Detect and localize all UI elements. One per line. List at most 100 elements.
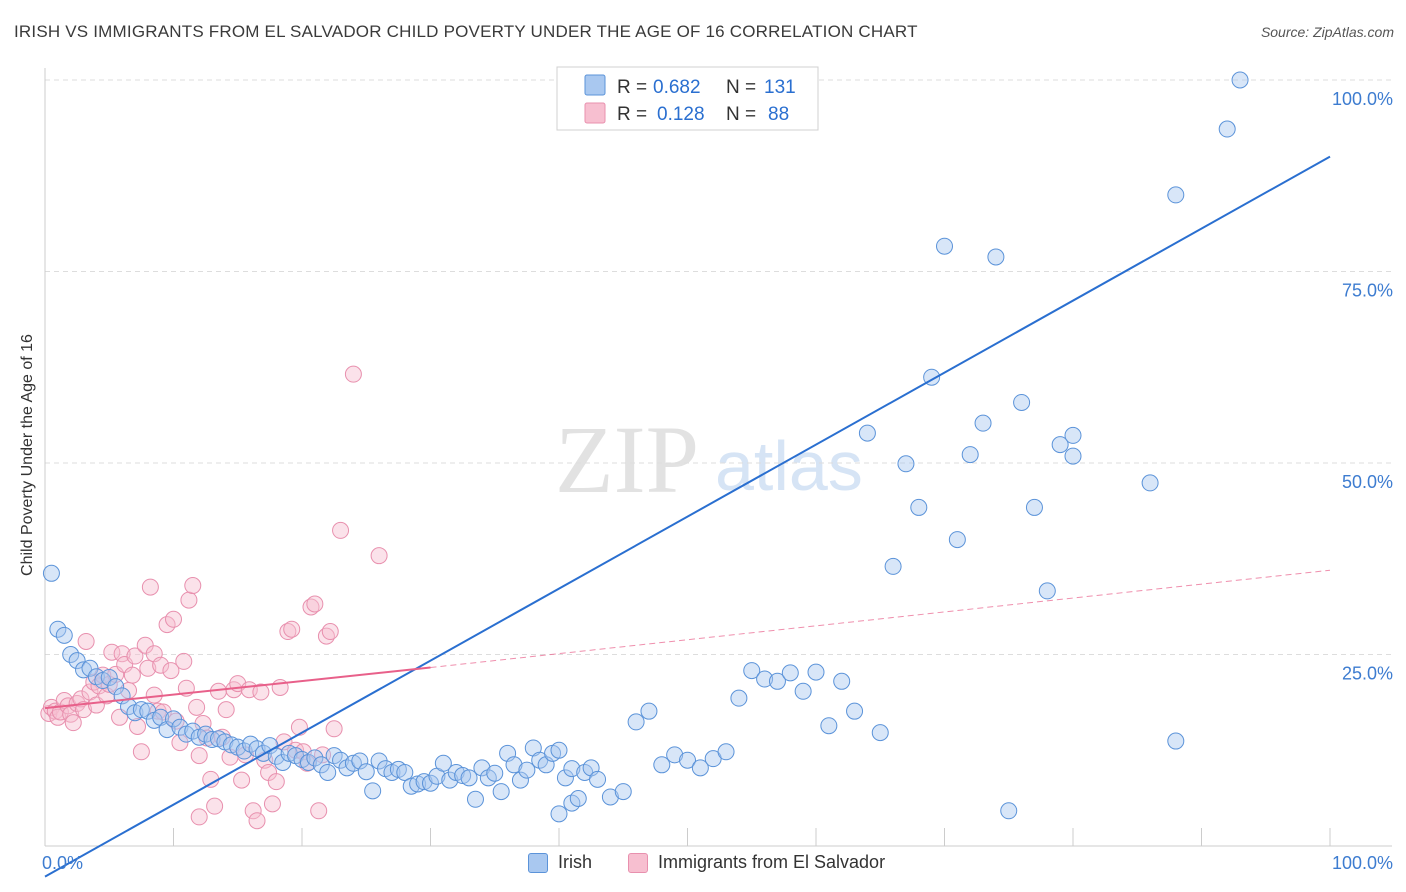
salvador-point-71 (283, 620, 301, 638)
irish-point-100 (756, 670, 774, 688)
irish-point-84 (569, 790, 587, 808)
irish-point-117 (974, 414, 992, 432)
irish-point-93 (666, 746, 684, 764)
salvador-point-54 (217, 701, 235, 719)
irish-point-56 (402, 777, 420, 795)
salvador-point-32 (141, 578, 159, 596)
salvador-point-62 (248, 812, 266, 830)
irish-point-89 (614, 783, 632, 801)
salvador-point-86 (190, 808, 208, 826)
y-tick-label-100: 100.0% (1332, 89, 1393, 109)
irish-point-43 (319, 763, 337, 781)
salvador-point-66 (263, 795, 281, 813)
legend-item-irish: Irish (528, 852, 592, 873)
irish-point-22 (184, 722, 202, 740)
legend-salv-r-value: 0.128 (657, 104, 705, 125)
salvador-point-31 (139, 659, 157, 677)
irish-point-3 (62, 646, 80, 663)
irish-point-6 (81, 659, 99, 677)
salvador-point-44 (180, 591, 198, 609)
salvador-point-38 (162, 662, 180, 680)
axes (44, 68, 1392, 847)
irish-point-82 (550, 805, 568, 823)
y-tick-label-25: 25.0% (1342, 664, 1393, 684)
irish-point-128 (1167, 186, 1185, 204)
legend-salv-n-value: 88 (768, 104, 789, 125)
salvador-point-63 (252, 683, 270, 701)
irish-point-90 (627, 713, 645, 731)
salvador-point-81 (321, 623, 339, 641)
salvador-point-82 (325, 720, 343, 738)
salvador-point-42 (175, 652, 193, 670)
irish-point-80 (556, 769, 574, 787)
irish-point-69 (486, 764, 504, 782)
irish-point-19 (165, 710, 182, 728)
salvador-point-29 (132, 743, 150, 761)
irish-point-2 (55, 626, 73, 644)
irish-point-127 (1167, 732, 1185, 750)
salvador-point-78 (310, 802, 328, 820)
salvador-point-27 (126, 647, 144, 665)
y-tick-label-75: 75.0% (1342, 281, 1393, 301)
irish-point-107 (846, 702, 864, 720)
legend-top: R = 0.682 N = 131 R = 0.128 N = 88 (556, 66, 819, 131)
trend-lines (44, 155, 1331, 878)
irish-point-81 (563, 760, 581, 778)
legend-item-salv: Immigrants from El Salvador (628, 852, 885, 873)
irish-point-57 (409, 775, 427, 793)
legend-irish-label: Irish (558, 852, 593, 872)
irish-point-125 (1064, 447, 1082, 465)
irish-point-72 (505, 756, 523, 774)
salvador-point-67 (267, 773, 285, 791)
irish-point-74 (518, 761, 536, 779)
irish-point-121 (1025, 498, 1043, 516)
salvador-trend-line (44, 666, 431, 710)
irish-point-4 (68, 652, 86, 670)
irish-point-9 (100, 668, 118, 686)
salvador-point-77 (306, 595, 324, 613)
irish-point-115 (948, 531, 966, 549)
salvador-point-28 (129, 718, 147, 736)
legend-irish-marker (528, 852, 548, 873)
legend-irish-swatch (584, 74, 606, 96)
irish-point-95 (691, 759, 709, 777)
salvador-point-41 (171, 734, 189, 752)
legend-salv-swatch (584, 102, 606, 124)
irish-point-108 (858, 424, 876, 442)
salvador-point-85 (370, 547, 388, 565)
legend-irish-n-label: N = (726, 77, 756, 98)
legend-salv-n-label: N = (726, 104, 756, 125)
irish-point-92 (653, 756, 671, 774)
salvador-point-46 (188, 698, 206, 716)
salvador-point-12 (77, 632, 95, 650)
x-tick-label-end: 100.0% (1332, 853, 1393, 873)
irish-point-18 (158, 721, 176, 739)
irish-point-61 (434, 754, 452, 772)
irish-point-25 (203, 731, 221, 749)
irish-point-79 (550, 741, 568, 759)
irish-point-112 (910, 498, 928, 516)
irish-point-97 (717, 743, 735, 761)
irish-point-122 (1038, 582, 1056, 600)
legend-salv-r-label: R = (617, 104, 647, 125)
salvador-point-35 (152, 656, 170, 674)
irish-point-123 (1051, 436, 1069, 454)
irish-point-50 (364, 782, 382, 800)
x-tick-label-start: 0.0% (42, 853, 83, 873)
legend-bottom: Irish Immigrants from El Salvador (0, 852, 1406, 878)
irish-point-104 (807, 663, 825, 681)
irish-series (42, 71, 1249, 823)
salvador-point-84 (344, 365, 362, 383)
irish-point-99 (743, 662, 761, 680)
irish-point-66 (466, 790, 484, 808)
salvador-point-11 (75, 701, 93, 719)
irish-point-48 (351, 752, 369, 770)
irish-point-130 (1231, 71, 1249, 89)
irish-point-126 (1141, 474, 1159, 492)
irish-point-14 (132, 701, 150, 719)
source-label: Source: ZipAtlas.com (1260, 24, 1394, 40)
salvador-point-45 (184, 577, 202, 595)
watermark-atlas: atlas (715, 427, 863, 505)
legend-salv-marker (628, 852, 648, 873)
irish-point-87 (589, 770, 607, 788)
